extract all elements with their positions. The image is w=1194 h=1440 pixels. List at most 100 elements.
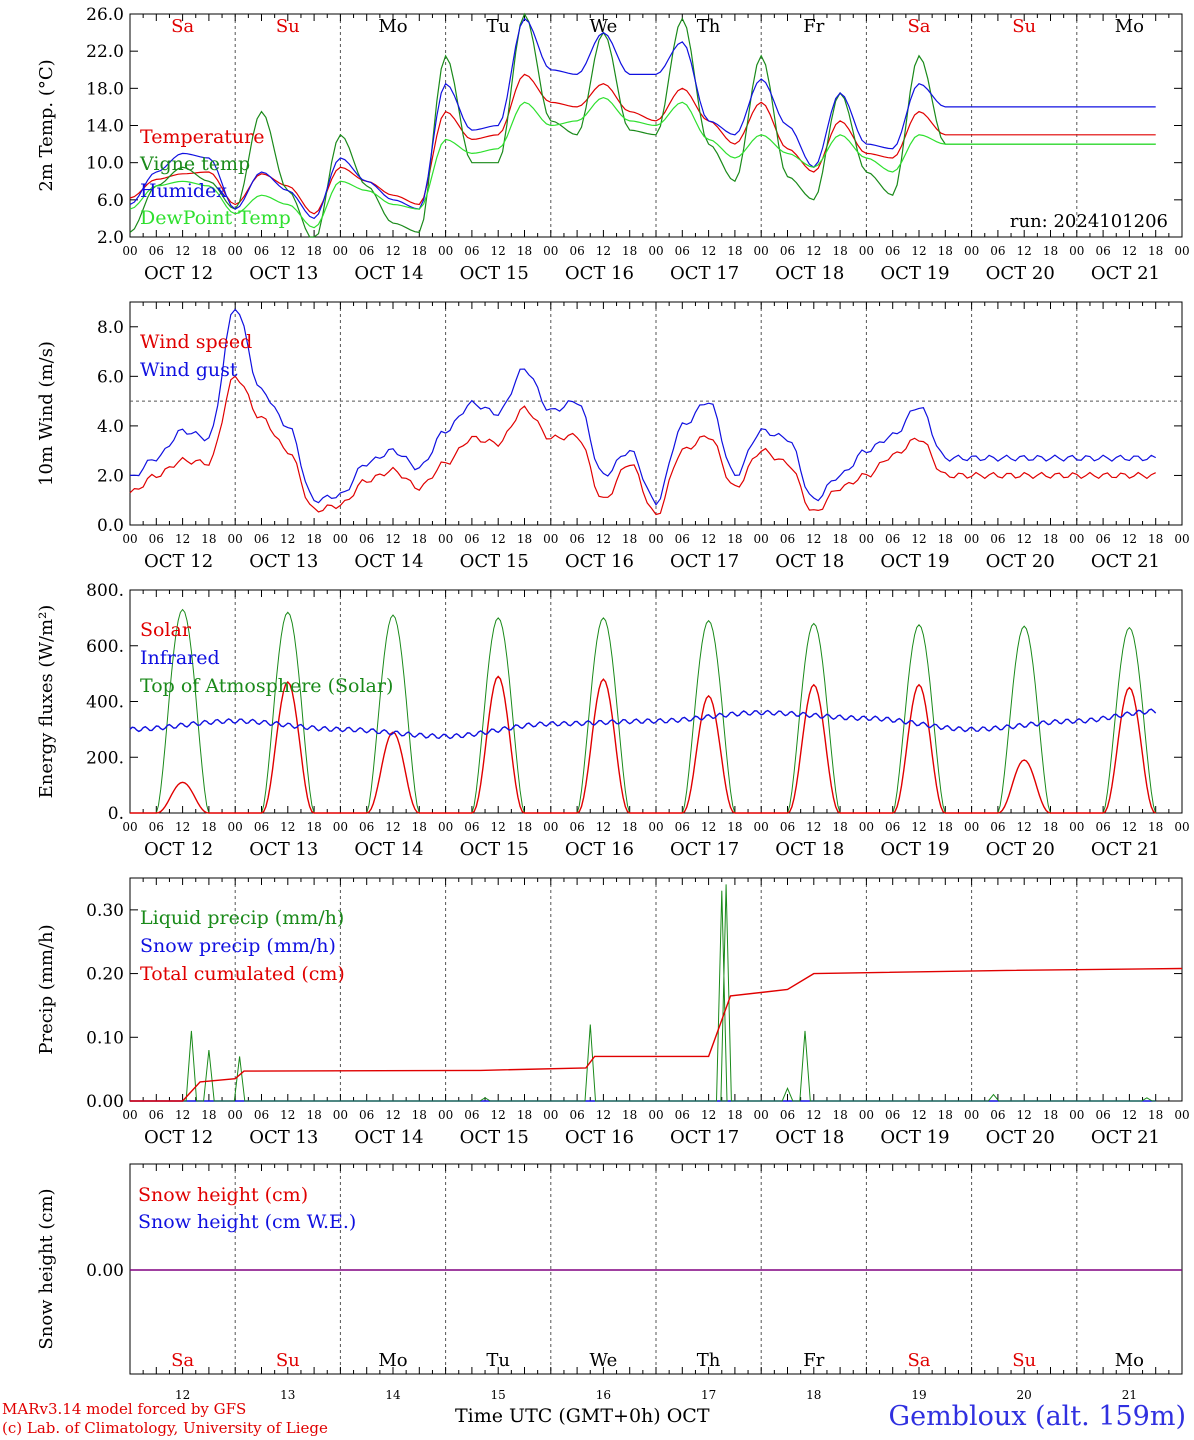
hour-tick-label: 06 bbox=[254, 1108, 269, 1122]
hour-tick-label: 18 bbox=[832, 244, 847, 258]
y-axis-label: Snow height (cm) bbox=[36, 1188, 57, 1349]
hour-tick-label: 00 bbox=[333, 244, 348, 258]
hour-tick-label: 00 bbox=[122, 820, 137, 834]
hour-tick-label: 12 bbox=[385, 1108, 400, 1122]
hour-tick-label: 06 bbox=[464, 1108, 479, 1122]
hour-tick-label: 00 bbox=[543, 820, 558, 834]
date-label: OCT 13 bbox=[249, 263, 318, 284]
hour-tick-label: 18 bbox=[1043, 532, 1058, 546]
hour-tick-label: 00 bbox=[964, 820, 979, 834]
series-line-toa-solar bbox=[130, 608, 1157, 814]
weekday-label: Tu bbox=[486, 1350, 510, 1371]
hour-tick-label: 18 bbox=[938, 1108, 953, 1122]
weekday-label: Su bbox=[276, 1350, 300, 1371]
hour-tick-label: 06 bbox=[254, 532, 269, 546]
legend-dewpoint-temp: DewPoint Temp bbox=[140, 207, 291, 229]
hour-tick-label: 06 bbox=[359, 1108, 374, 1122]
series-line-wind-speed bbox=[129, 375, 1156, 516]
bottom-day-label: 17 bbox=[701, 1388, 716, 1402]
hour-tick-label: 00 bbox=[1069, 820, 1084, 834]
hour-tick-label: 06 bbox=[149, 244, 164, 258]
legend-temperature: Temperature bbox=[140, 126, 264, 148]
hour-tick-label: 00 bbox=[1069, 1108, 1084, 1122]
hour-tick-label: 00 bbox=[859, 1108, 874, 1122]
hour-tick-label: 12 bbox=[806, 1108, 821, 1122]
hour-tick-label: 12 bbox=[1122, 1108, 1137, 1122]
lab-credit-label: (c) Lab. of Climatology, University of L… bbox=[2, 1419, 328, 1437]
hour-tick-label: 00 bbox=[754, 532, 769, 546]
date-label: OCT 15 bbox=[460, 551, 529, 572]
hour-tick-label: 18 bbox=[201, 1108, 216, 1122]
y-tick-label: 26.0 bbox=[86, 5, 124, 25]
date-label: OCT 19 bbox=[880, 551, 949, 572]
hour-tick-label: 12 bbox=[175, 1108, 190, 1122]
hour-tick-label: 12 bbox=[806, 244, 821, 258]
hour-tick-label: 12 bbox=[596, 244, 611, 258]
hour-tick-label: 12 bbox=[385, 244, 400, 258]
time-axis-label: Time UTC (GMT+0h) OCT bbox=[455, 1405, 710, 1427]
date-label: OCT 13 bbox=[249, 1127, 318, 1148]
hour-tick-label: 18 bbox=[727, 1108, 742, 1122]
date-label: OCT 17 bbox=[670, 551, 739, 572]
date-label: OCT 12 bbox=[144, 839, 213, 860]
date-label: OCT 20 bbox=[986, 263, 1055, 284]
hour-tick-label: 18 bbox=[517, 820, 532, 834]
hour-tick-label: 06 bbox=[675, 244, 690, 258]
location-label: Gembloux (alt. 159m) bbox=[888, 1401, 1186, 1432]
hour-tick-label: 18 bbox=[306, 820, 321, 834]
y-tick-label: 18.0 bbox=[86, 79, 124, 99]
hour-tick-label: 06 bbox=[675, 1108, 690, 1122]
hour-tick-label: 18 bbox=[1043, 1108, 1058, 1122]
hour-tick-label: 00 bbox=[228, 820, 243, 834]
y-axis-label: Energy fluxes (W/m²) bbox=[36, 605, 57, 799]
series-line-total-cumulated bbox=[130, 967, 1183, 1102]
date-label: OCT 18 bbox=[775, 1127, 844, 1148]
weekday-label: Mo bbox=[378, 1350, 407, 1371]
hour-tick-label: 18 bbox=[201, 244, 216, 258]
hour-tick-label: 00 bbox=[228, 1108, 243, 1122]
bottom-day-label: 14 bbox=[385, 1388, 401, 1402]
y-tick-label: 0.10 bbox=[86, 1028, 124, 1048]
hour-tick-label: 06 bbox=[990, 532, 1005, 546]
run-label: run: 2024101206 bbox=[1010, 211, 1168, 232]
date-label: OCT 13 bbox=[249, 551, 318, 572]
hour-tick-label: 18 bbox=[832, 1108, 847, 1122]
hour-tick-label: 00 bbox=[333, 532, 348, 546]
y-tick-label: 0.00 bbox=[86, 1092, 124, 1112]
hour-tick-label: 18 bbox=[832, 820, 847, 834]
series-line-temperature bbox=[129, 73, 1156, 215]
legend-vigne-temp: Vigne temp bbox=[139, 153, 250, 175]
hour-tick-label: 12 bbox=[701, 532, 716, 546]
series-line-wind-gust bbox=[129, 308, 1156, 506]
hour-tick-label: 18 bbox=[622, 820, 637, 834]
hour-tick-label: 18 bbox=[1148, 244, 1163, 258]
date-label: OCT 18 bbox=[775, 839, 844, 860]
legend-wind-gust: Wind gust bbox=[140, 359, 238, 381]
hour-tick-label: 00 bbox=[1174, 820, 1189, 834]
panel-frame bbox=[129, 301, 1183, 526]
hour-tick-label: 12 bbox=[911, 1108, 926, 1122]
legend-humidex: Humidex bbox=[140, 180, 227, 202]
bottom-day-label: 19 bbox=[911, 1388, 926, 1402]
hour-tick-label: 12 bbox=[491, 244, 506, 258]
date-label: OCT 15 bbox=[460, 1127, 529, 1148]
date-label: OCT 17 bbox=[670, 1127, 739, 1148]
weekday-label: Fr bbox=[803, 1350, 824, 1371]
hour-tick-label: 12 bbox=[806, 532, 821, 546]
hour-tick-label: 00 bbox=[754, 1108, 769, 1122]
weekday-label: Tu bbox=[486, 16, 510, 37]
hour-tick-label: 06 bbox=[780, 532, 795, 546]
hour-tick-label: 18 bbox=[1043, 244, 1058, 258]
date-label: OCT 14 bbox=[354, 551, 423, 572]
hour-tick-label: 06 bbox=[569, 820, 584, 834]
hour-tick-label: 12 bbox=[385, 532, 400, 546]
hour-tick-label: 00 bbox=[122, 532, 137, 546]
model-label: MARv3.14 model forced by GFS bbox=[2, 1400, 247, 1418]
bottom-day-label: 20 bbox=[1017, 1388, 1032, 1402]
hour-tick-label: 00 bbox=[122, 1108, 137, 1122]
hour-tick-label: 00 bbox=[648, 820, 663, 834]
hour-tick-label: 00 bbox=[438, 820, 453, 834]
hour-tick-label: 18 bbox=[622, 532, 637, 546]
hour-tick-label: 00 bbox=[543, 244, 558, 258]
hour-tick-label: 18 bbox=[412, 820, 427, 834]
